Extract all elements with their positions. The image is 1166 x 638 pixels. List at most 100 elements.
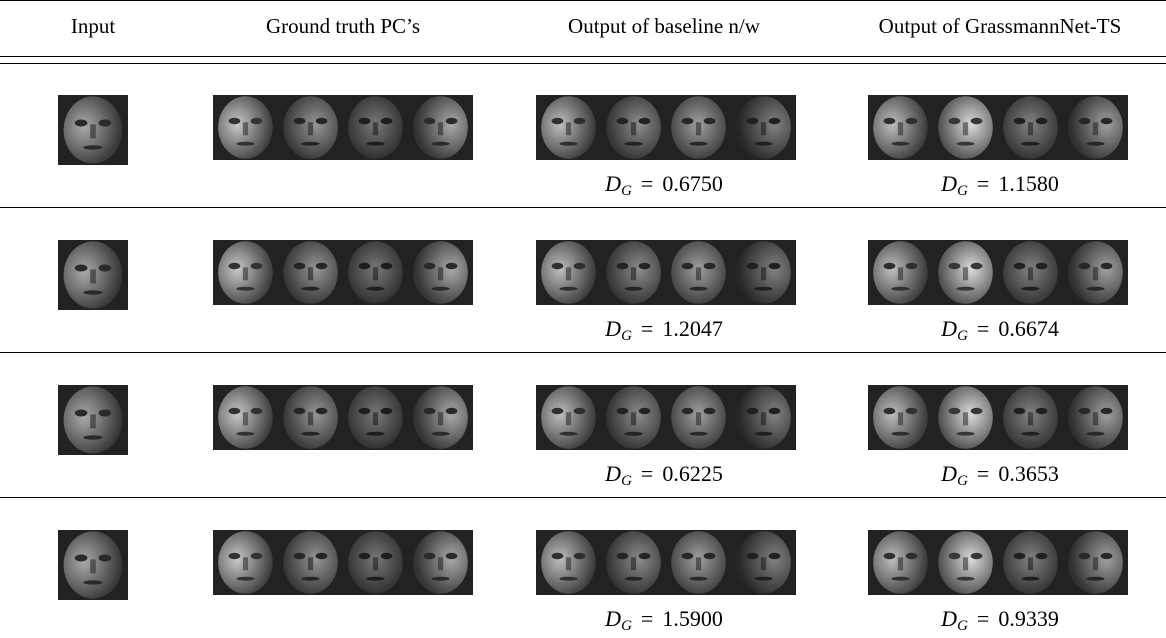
face-nose <box>761 412 766 425</box>
metric-relation: = <box>641 461 653 486</box>
face-mouth <box>431 432 449 436</box>
image-strip <box>536 530 796 595</box>
face-eye <box>682 553 694 560</box>
metric-label: DG=1.1580 <box>941 171 1059 200</box>
face-eye <box>229 553 241 560</box>
face-eye <box>906 118 918 125</box>
face-eye <box>381 553 393 560</box>
face-mouth <box>891 432 909 436</box>
metric-value: 0.6674 <box>998 316 1059 341</box>
metric-symbol: D <box>941 316 957 341</box>
face-mouth <box>301 432 319 436</box>
face-eye <box>229 408 241 415</box>
face-eye <box>75 120 88 127</box>
metric-subscript: G <box>621 328 632 344</box>
face-eye <box>316 408 328 415</box>
face-eye <box>906 263 918 270</box>
metric-value: 1.2047 <box>662 316 723 341</box>
face-nose <box>761 557 766 570</box>
face-eye <box>552 408 564 415</box>
image-strip <box>536 240 796 305</box>
face-eye <box>294 118 306 125</box>
face-eye <box>971 553 983 560</box>
face-eye <box>949 553 961 560</box>
image-strip <box>58 385 128 455</box>
face-eye <box>1036 553 1048 560</box>
face-eye <box>639 118 651 125</box>
face-mouth <box>624 432 642 436</box>
face-eye <box>1101 553 1113 560</box>
image-strip <box>868 385 1128 450</box>
face-mouth <box>689 287 707 291</box>
header-rule <box>0 63 1166 64</box>
face-nose <box>308 412 313 425</box>
face-nose <box>308 557 313 570</box>
face-nose <box>373 267 378 280</box>
face-eye <box>949 408 961 415</box>
face-mouth <box>559 142 577 146</box>
face-eye <box>229 263 241 270</box>
face-eye <box>424 118 436 125</box>
face-eye <box>316 553 328 560</box>
face-nose <box>243 557 248 570</box>
face-nose <box>308 267 313 280</box>
face-mouth <box>559 432 577 436</box>
image-strip <box>58 95 128 165</box>
metric-symbol: D <box>941 171 957 196</box>
face-mouth <box>689 577 707 581</box>
metric-value: 0.3653 <box>998 461 1059 486</box>
metric-relation: = <box>641 171 653 196</box>
face-mouth <box>689 432 707 436</box>
metric-label: DG=0.6674 <box>941 316 1059 345</box>
face-eye <box>1101 263 1113 270</box>
face-nose <box>631 557 636 570</box>
face-eye <box>1079 408 1091 415</box>
face-nose <box>696 412 701 425</box>
face-eye <box>1014 408 1026 415</box>
face-nose <box>898 122 903 135</box>
face-mouth <box>624 577 642 581</box>
face-nose <box>1093 412 1098 425</box>
face-eye <box>747 553 759 560</box>
face-eye <box>682 408 694 415</box>
face-mouth <box>1086 577 1104 581</box>
metric-symbol: D <box>941 461 957 486</box>
face-eye <box>884 408 896 415</box>
face-mouth <box>559 287 577 291</box>
face-eye <box>294 263 306 270</box>
face-eye <box>747 118 759 125</box>
face-nose <box>898 557 903 570</box>
face-eye <box>99 410 112 417</box>
column-header: Input <box>71 14 115 39</box>
face-eye <box>906 408 918 415</box>
metric-value: 0.6225 <box>662 461 723 486</box>
face-eye <box>574 408 586 415</box>
face-nose <box>963 267 968 280</box>
image-strip <box>868 240 1128 305</box>
image-strip <box>58 240 128 310</box>
face-mouth <box>624 142 642 146</box>
face-nose <box>438 412 443 425</box>
face-nose <box>90 269 96 283</box>
face-mouth <box>366 287 384 291</box>
face-mouth <box>236 432 254 436</box>
metric-value: 0.6750 <box>662 171 723 196</box>
face-eye <box>747 263 759 270</box>
metric-symbol: D <box>941 606 957 631</box>
face-nose <box>761 122 766 135</box>
face-eye <box>769 263 781 270</box>
metric-symbol: D <box>605 316 621 341</box>
face-mouth <box>1086 432 1104 436</box>
metric-subscript: G <box>621 473 632 489</box>
column-header: Output of GrassmannNet-TS <box>879 14 1122 39</box>
face-mouth <box>83 580 103 584</box>
image-strip <box>58 530 128 600</box>
face-eye <box>316 118 328 125</box>
face-nose <box>438 557 443 570</box>
face-nose <box>243 122 248 135</box>
face-mouth <box>431 142 449 146</box>
face-mouth <box>891 142 909 146</box>
face-eye <box>99 120 112 127</box>
face-eye <box>552 118 564 125</box>
header-rule <box>0 56 1166 57</box>
